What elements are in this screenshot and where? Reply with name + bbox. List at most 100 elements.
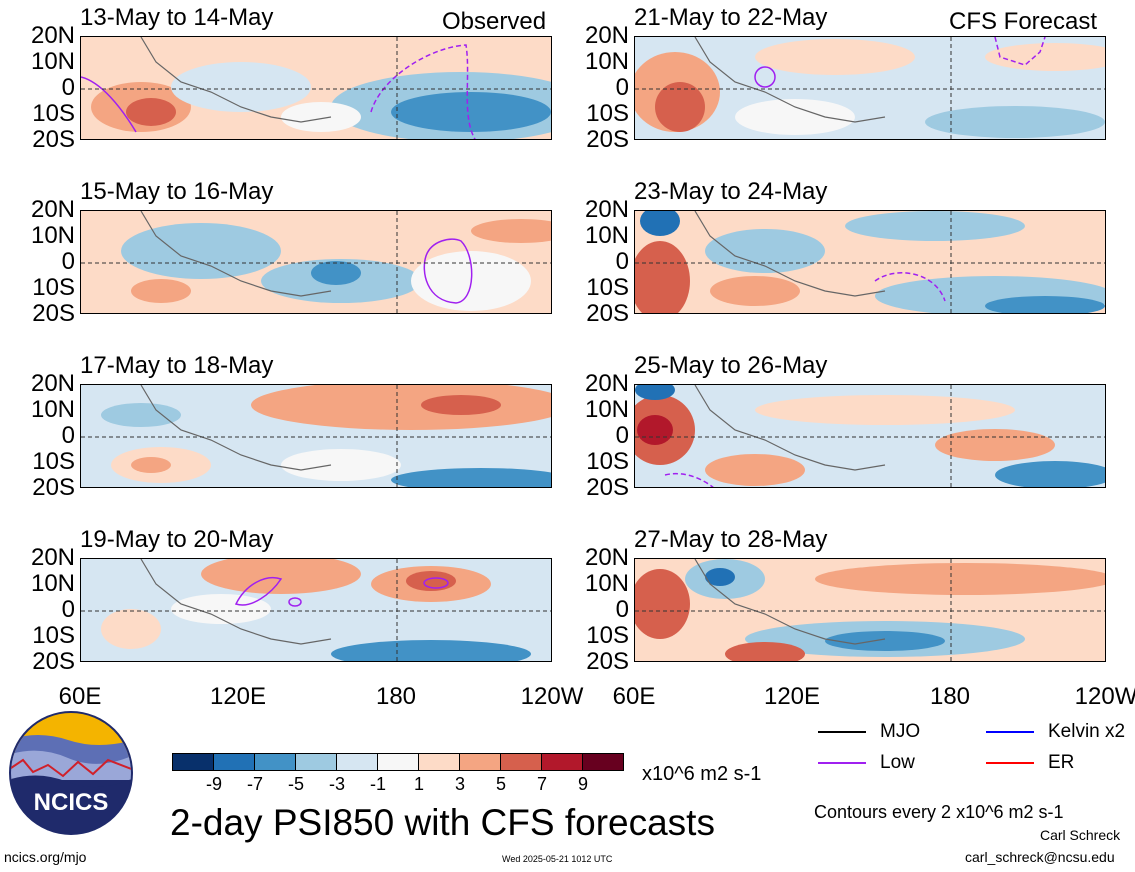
timestamp: Wed 2025-05-21 1012 UTC [502,854,613,864]
lat-tick: 0 [615,596,629,623]
colorbar-tick: 9 [577,774,589,794]
psi-field-2 [635,37,1105,139]
lat-tick: 0 [61,74,75,101]
lat-tick: 20N [584,196,629,223]
colorbar-swatch [541,753,583,771]
colorbar-tick: -5 [287,774,305,794]
author-email[interactable]: carl_schreck@ncsu.edu [965,849,1115,865]
lat-tick: 0 [615,74,629,101]
colorbar-swatch [582,753,624,771]
lat-tick: 20S [586,648,629,675]
lat-tick: 20N [584,544,629,571]
panel-tag-observed: Observed [442,8,547,35]
psi-field-8 [635,559,1105,661]
lat-tick: 10N [584,48,629,75]
colorbar-tick: -7 [246,774,264,794]
author: Carl Schreck [1040,827,1121,843]
panel-title-5: 17-May to 18-May [80,352,274,379]
lat-tick: 10N [30,48,75,75]
legend-line-er [986,762,1034,764]
chart-title: 2-day PSI850 with CFS forecasts [170,802,715,843]
colorbar [172,753,624,771]
colorbar-tick: -3 [328,774,346,794]
legend-low: Low [818,752,915,774]
colorbar-swatch [418,753,460,771]
colorbar-tick: -9 [205,774,223,794]
colorbar-swatch [254,753,296,771]
lon-tick-120e-left: 120E [209,683,267,710]
legend-er: ER [986,752,1074,774]
lat-tick: 20S [586,126,629,153]
lat-tick: 0 [61,248,75,275]
panel-title-8: 27-May to 28-May [634,526,828,553]
lon-tick-180-left: 180 [375,683,417,710]
colorbar-swatch [377,753,419,771]
lat-tick: 0 [615,248,629,275]
panel-title-4: 23-May to 24-May [634,178,828,205]
legend-label-mjo: MJO [880,721,921,742]
lat-tick: 10N [584,570,629,597]
lat-tick: 10N [584,222,629,249]
lat-tick: 20N [584,370,629,397]
lat-tick: 0 [61,596,75,623]
panel-title-2: 21-May to 22-May [634,4,828,31]
psi-field-3 [81,211,551,313]
lat-tick: 10N [30,222,75,249]
colorbar-units: x10^6 m2 s-1 [642,763,762,785]
psi-field-6 [635,385,1105,487]
colorbar-swatch [500,753,542,771]
colorbar-tick: 3 [454,774,466,794]
map-panel-6 [634,384,1106,488]
site-link[interactable]: ncics.org/mjo [4,849,87,865]
map-panel-8 [634,558,1106,662]
logo-text: NCICS [34,789,109,816]
panel-title-3: 15-May to 16-May [80,178,274,205]
panel-title-1: 13-May to 14-May [80,4,274,31]
lat-tick: 10S [586,100,629,127]
map-panel-7 [80,558,552,662]
legend-line-low [818,762,866,764]
lat-tick: 20S [32,474,75,501]
lon-tick-60e-left: 60E [58,683,102,710]
lat-tick: 10S [32,100,75,127]
colorbar-swatch [213,753,255,771]
colorbar-tick: 1 [413,774,425,794]
lat-tick: 20N [30,544,75,571]
lat-tick: 20N [584,22,629,49]
legend-label-kelvin: Kelvin x2 [1048,721,1126,742]
lat-tick: 10S [586,274,629,301]
legend-line-mjo [818,731,866,733]
psi-field-4 [635,211,1105,313]
legend-label-er: ER [1048,752,1075,773]
colorbar-swatch [295,753,337,771]
lat-tick: 10N [30,396,75,423]
lat-tick: 10S [32,622,75,649]
lat-tick: 10N [30,570,75,597]
lat-tick: 20S [32,648,75,675]
lat-tick: 20N [30,196,75,223]
legend-label-low: Low [880,752,915,773]
legend-line-kelvin [986,731,1034,733]
lat-tick: 20N [30,22,75,49]
lat-tick: 10S [32,274,75,301]
lat-tick: 10S [32,448,75,475]
lat-tick: 10N [584,396,629,423]
map-panel-3 [80,210,552,314]
colorbar-tick: 5 [495,774,507,794]
lat-tick: 20S [586,474,629,501]
panel-title-6: 25-May to 26-May [634,352,828,379]
colorbar-swatch [172,753,214,771]
lat-tick: 0 [61,422,75,449]
lat-tick: 20S [586,300,629,327]
legend-mjo: MJO [818,721,920,743]
legend-kelvin: Kelvin x2 [986,721,1125,743]
lat-tick: 10S [586,448,629,475]
map-panel-4 [634,210,1106,314]
lon-tick-120w-right: 120W [1074,683,1135,710]
lat-tick: 10S [586,622,629,649]
map-panel-1 [80,36,552,140]
map-panel-5 [80,384,552,488]
colorbar-swatch [336,753,378,771]
lon-tick-180-right: 180 [929,683,971,710]
map-panel-2 [634,36,1106,140]
